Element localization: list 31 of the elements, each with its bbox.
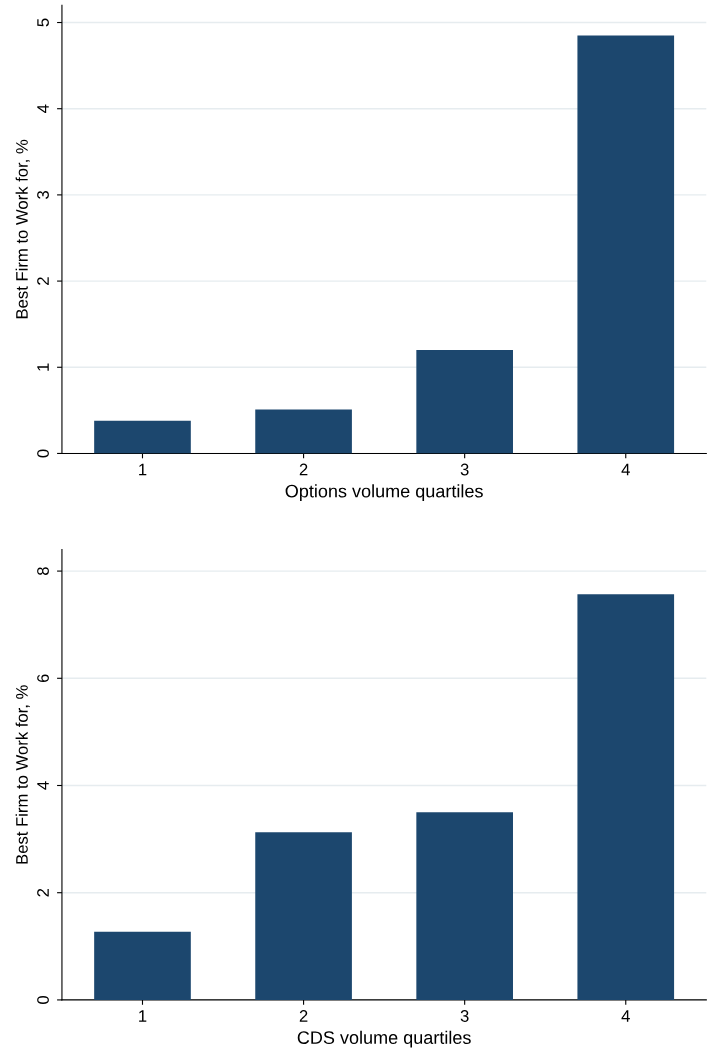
y-tick-label: 4: [37, 781, 49, 790]
y-tick-label: 0: [37, 449, 49, 458]
y-tick-label: 5: [37, 18, 49, 27]
y-tick-label: 2: [37, 277, 49, 285]
y-tick-label: 3: [37, 190, 49, 199]
y-tick-label: 2: [37, 888, 49, 897]
bar: [255, 409, 352, 454]
x-tick-label: 2: [299, 463, 308, 476]
bar: [416, 812, 513, 1000]
bar: [94, 931, 191, 1000]
x-axis-title: CDS volume quartiles: [297, 1030, 471, 1048]
y-tick-label: 4: [37, 104, 49, 113]
x-tick-label: 3: [460, 1010, 469, 1022]
y-axis-title: Best Firm to Work for, %: [15, 139, 30, 319]
y-tick-label: 1: [37, 363, 49, 371]
x-tick-label: 1: [139, 1010, 147, 1022]
y-tick-label: 0: [37, 995, 49, 1004]
bar: [94, 420, 191, 454]
x-tick-label: 1: [139, 463, 147, 476]
x-tick-label: 4: [621, 463, 630, 476]
x-tick-label: 2: [299, 1010, 308, 1022]
bar: [577, 594, 675, 1000]
bar: [416, 350, 513, 454]
x-axis-title: Options volume quartiles: [285, 484, 483, 502]
x-tick-label: 4: [621, 1010, 630, 1022]
y-tick-label: 6: [37, 674, 49, 683]
y-axis-title: Best Firm to Work for, %: [15, 685, 30, 864]
bar: [255, 832, 352, 1000]
y-tick-label: 8: [37, 567, 49, 575]
x-tick-label: 3: [460, 463, 469, 476]
bar: [577, 35, 675, 454]
